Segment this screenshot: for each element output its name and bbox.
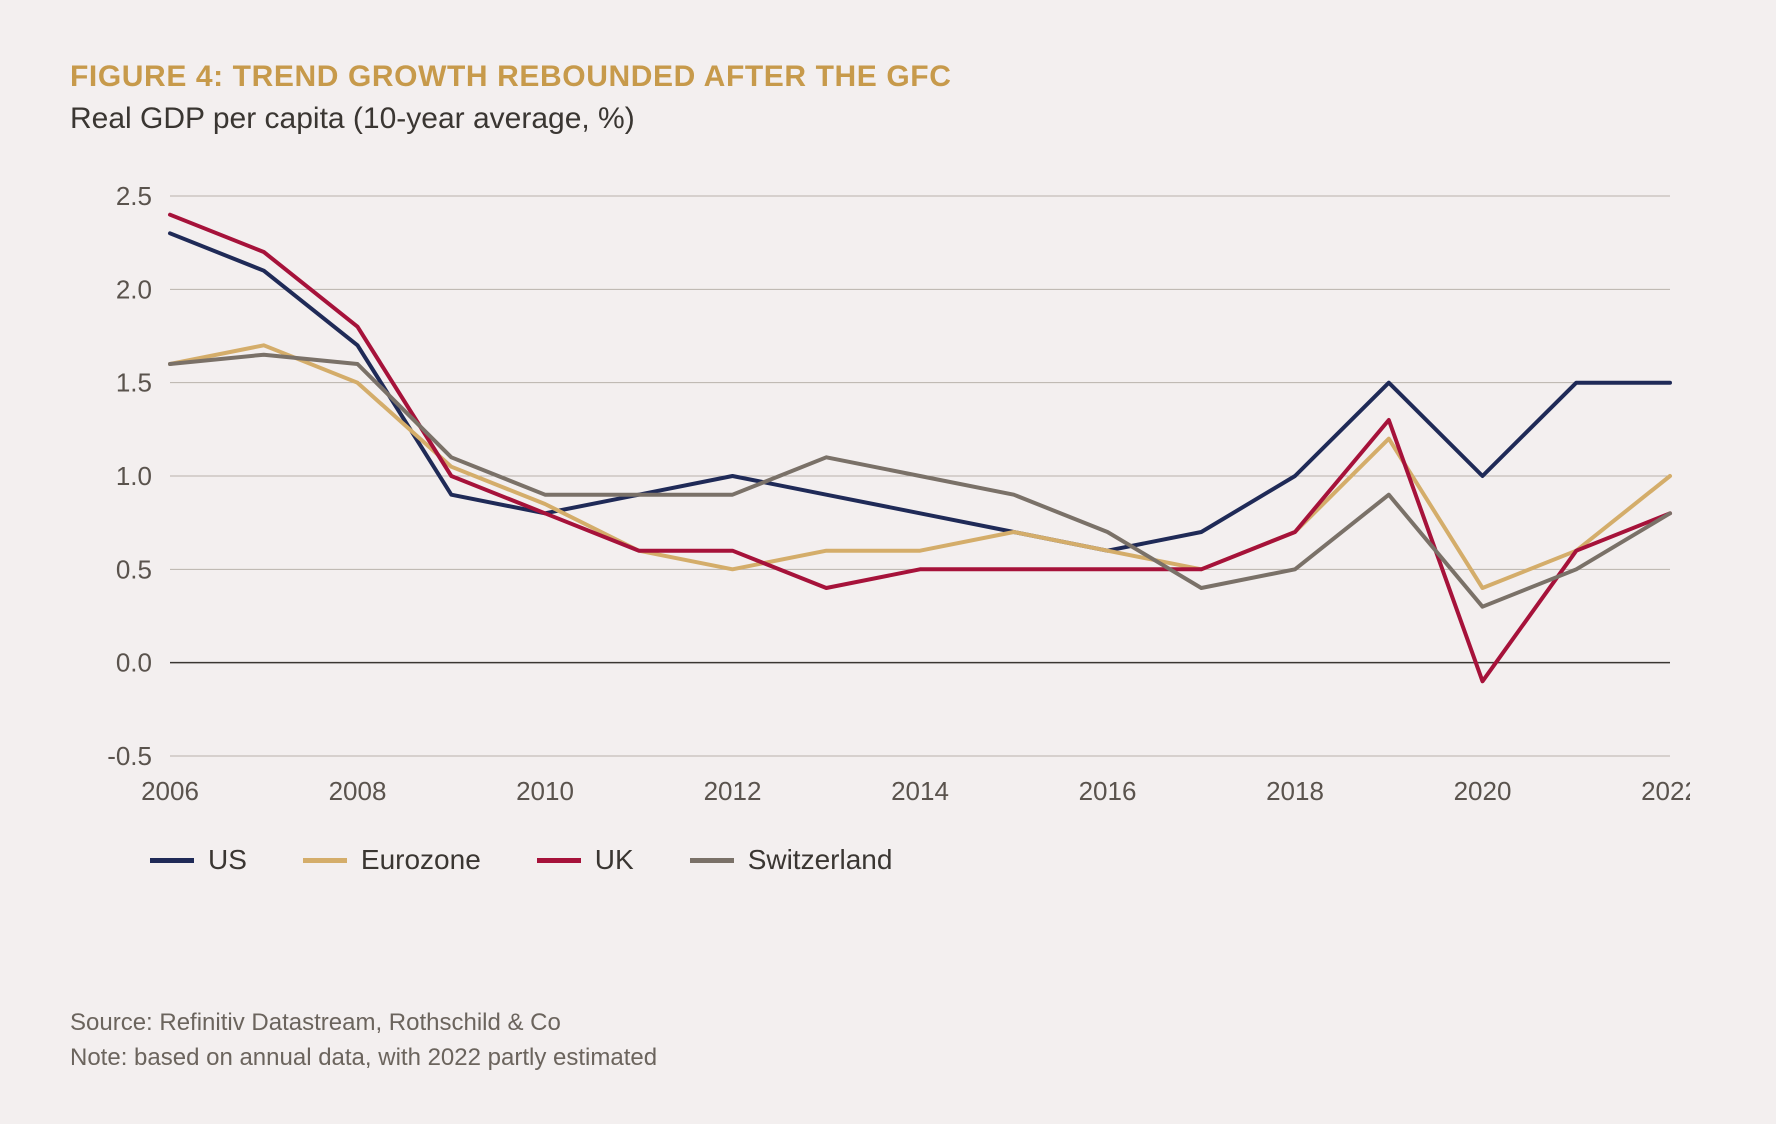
legend-label: UK bbox=[595, 844, 634, 876]
legend-swatch bbox=[303, 858, 347, 863]
legend-item-us: US bbox=[150, 844, 247, 876]
legend-label: Switzerland bbox=[748, 844, 893, 876]
x-tick-label: 2018 bbox=[1266, 776, 1324, 806]
x-tick-label: 2010 bbox=[516, 776, 574, 806]
figure-container: FIGURE 4: TREND GROWTH REBOUNDED AFTER T… bbox=[0, 0, 1776, 1124]
figure-title: FIGURE 4: TREND GROWTH REBOUNDED AFTER T… bbox=[70, 60, 1706, 94]
figure-subtitle: Real GDP per capita (10-year average, %) bbox=[70, 102, 1706, 136]
x-tick-label: 2008 bbox=[329, 776, 387, 806]
x-tick-label: 2016 bbox=[1079, 776, 1137, 806]
series-line-us bbox=[170, 233, 1670, 550]
x-tick-label: 2014 bbox=[891, 776, 949, 806]
chart-area: -0.5 0.0 0.5 1.0 1.5 2.0 2.5 2006 2008 2010 2012 20… bbox=[70, 176, 1706, 816]
series-line-eurozone bbox=[170, 345, 1670, 588]
legend-item-switzerland: Switzerland bbox=[690, 844, 893, 876]
x-tick-label: 2012 bbox=[704, 776, 762, 806]
legend: US Eurozone UK Switzerland bbox=[150, 844, 1706, 876]
note-line: Note: based on annual data, with 2022 pa… bbox=[70, 1041, 657, 1076]
legend-item-eurozone: Eurozone bbox=[303, 844, 481, 876]
y-tick-label: 0.5 bbox=[116, 554, 152, 584]
y-tick-label: 1.5 bbox=[116, 368, 152, 398]
y-tick-label: 2.5 bbox=[116, 181, 152, 211]
source-block: Source: Refinitiv Datastream, Rothschild… bbox=[70, 1006, 657, 1076]
x-tick-label: 2022 bbox=[1641, 776, 1690, 806]
y-tick-label: 2.0 bbox=[116, 274, 152, 304]
legend-item-uk: UK bbox=[537, 844, 634, 876]
x-tick-label: 2006 bbox=[141, 776, 199, 806]
legend-swatch bbox=[537, 858, 581, 863]
legend-swatch bbox=[150, 858, 194, 863]
legend-swatch bbox=[690, 858, 734, 863]
legend-label: US bbox=[208, 844, 247, 876]
y-tick-label: 0.0 bbox=[116, 648, 152, 678]
source-line: Source: Refinitiv Datastream, Rothschild… bbox=[70, 1006, 657, 1041]
y-tick-label: 1.0 bbox=[116, 461, 152, 491]
x-tick-label: 2020 bbox=[1454, 776, 1512, 806]
legend-label: Eurozone bbox=[361, 844, 481, 876]
y-tick-label: -0.5 bbox=[107, 741, 152, 771]
line-chart: -0.5 0.0 0.5 1.0 1.5 2.0 2.5 2006 2008 2010 2012 20… bbox=[70, 176, 1690, 816]
series-line-uk bbox=[170, 215, 1670, 682]
